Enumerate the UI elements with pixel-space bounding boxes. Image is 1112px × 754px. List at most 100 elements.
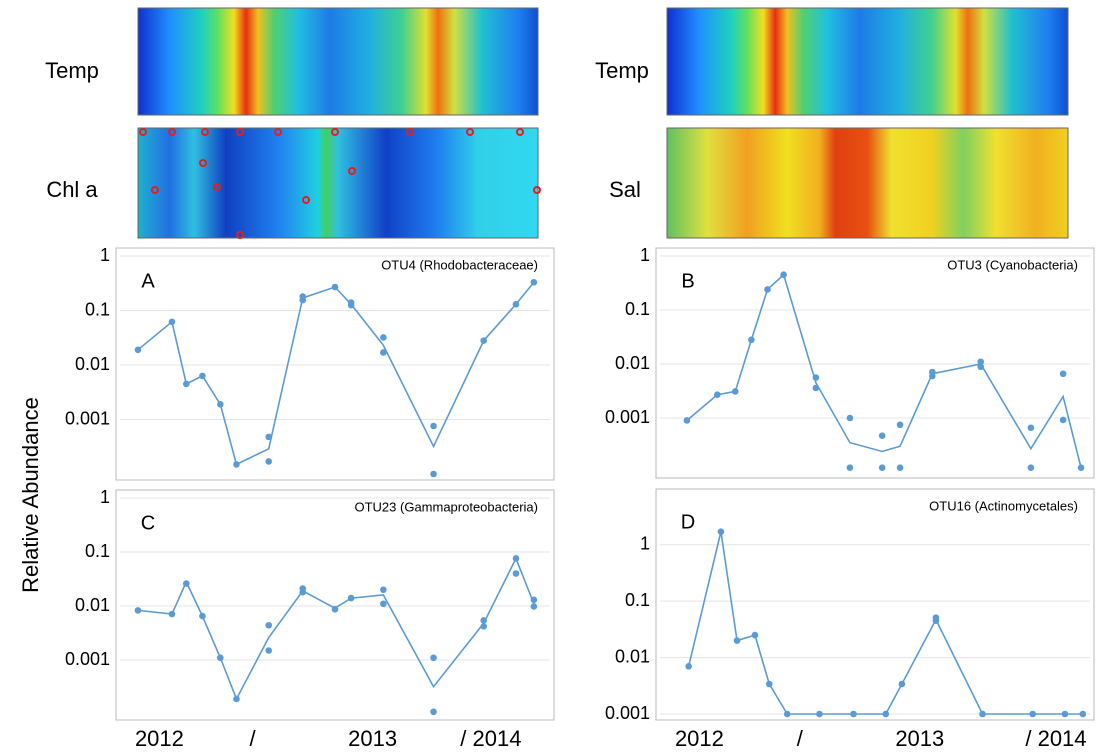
heatmap-label: Temp xyxy=(45,58,99,83)
data-point xyxy=(233,695,240,703)
panel-title: OTU4 (Rhodobacteraceae) xyxy=(381,257,538,272)
data-point xyxy=(780,271,787,279)
data-point xyxy=(265,433,273,441)
y-tick-label: 0.001 xyxy=(605,407,650,427)
data-point xyxy=(168,318,176,326)
data-point xyxy=(683,417,691,424)
data-point xyxy=(530,278,538,286)
data-point xyxy=(765,680,773,688)
data-point xyxy=(850,710,857,718)
y-tick-label: 0.01 xyxy=(615,646,650,666)
data-line xyxy=(137,281,535,466)
data-point xyxy=(1061,710,1069,718)
data-point xyxy=(816,710,823,718)
panel-letter: B xyxy=(681,270,694,292)
plot-frame xyxy=(655,488,1095,721)
x-tick-label: 2013 xyxy=(348,726,397,751)
data-point xyxy=(299,296,307,304)
data-point xyxy=(764,286,771,293)
panel-title: OTU3 (Cyanobacteria) xyxy=(947,257,1078,272)
data-point xyxy=(530,596,538,604)
x-tick-label: 2012 xyxy=(675,726,724,751)
data-point xyxy=(1059,370,1067,378)
data-line xyxy=(137,556,535,701)
data-line xyxy=(687,531,1083,715)
data-point xyxy=(347,594,355,602)
panel-letter: C xyxy=(141,512,155,534)
data-point xyxy=(134,607,142,614)
heatmap xyxy=(137,7,539,116)
data-point xyxy=(896,421,904,429)
data-point xyxy=(846,464,854,472)
sample-markers xyxy=(139,128,541,239)
y-tick-label: 0.001 xyxy=(65,408,110,428)
data-point xyxy=(812,374,820,381)
y-tick-label: 0.01 xyxy=(75,595,110,615)
data-point xyxy=(134,346,142,354)
y-tick-label: 0.01 xyxy=(615,353,650,373)
data-point xyxy=(512,300,520,308)
data-point xyxy=(512,555,520,562)
data-point xyxy=(265,647,273,654)
heatmap xyxy=(137,127,539,239)
x-tick-label: / 2014 xyxy=(1025,726,1086,751)
panel-title: OTU23 (Gammaproteobacteria) xyxy=(354,499,538,514)
heatmap xyxy=(666,127,1069,239)
data-point xyxy=(898,680,906,688)
data-point xyxy=(846,414,854,422)
data-point xyxy=(430,708,437,716)
data-point xyxy=(430,654,437,662)
data-point xyxy=(530,603,538,610)
x-tick-label: 2012 xyxy=(135,726,184,751)
data-point xyxy=(347,301,355,309)
data-point xyxy=(1027,424,1035,432)
data-point xyxy=(1029,710,1036,718)
y-tick-label: 0.1 xyxy=(85,299,110,319)
data-point xyxy=(480,623,488,630)
data-point xyxy=(1077,464,1085,472)
data-point xyxy=(430,422,437,430)
panel-letter: D xyxy=(681,511,695,533)
plot-frame xyxy=(115,247,555,481)
x-tick-label: / xyxy=(250,726,257,751)
data-point xyxy=(717,528,725,535)
y-tick-label: 0.1 xyxy=(625,590,650,610)
data-point xyxy=(182,580,190,587)
y-axis-label: Relative Abundance xyxy=(18,397,43,593)
y-tick-label: 0.1 xyxy=(625,299,650,319)
data-point xyxy=(783,710,791,718)
data-point xyxy=(929,372,936,380)
y-tick-label: 0.001 xyxy=(65,649,110,669)
y-tick-label: 0.01 xyxy=(75,354,110,374)
plot-frame xyxy=(655,247,1095,479)
data-point xyxy=(480,337,488,344)
data-point xyxy=(233,461,240,468)
data-point xyxy=(168,610,176,618)
data-point xyxy=(685,663,692,670)
data-point xyxy=(1059,416,1067,424)
data-point xyxy=(217,654,224,662)
data-point xyxy=(812,384,820,392)
x-tick-label: / xyxy=(797,726,804,751)
x-tick-label: 2013 xyxy=(895,726,944,751)
data-point xyxy=(265,458,273,465)
data-point xyxy=(331,283,339,291)
data-point xyxy=(480,617,488,624)
data-point xyxy=(299,588,307,596)
x-tick-label: / 2014 xyxy=(460,726,521,751)
data-line xyxy=(686,273,1082,468)
data-point xyxy=(733,637,741,644)
panel-letter: A xyxy=(141,270,155,292)
data-point xyxy=(331,605,339,613)
data-point xyxy=(714,391,721,399)
data-point xyxy=(430,470,437,478)
data-point xyxy=(1027,464,1035,472)
y-tick-label: 0.001 xyxy=(605,703,650,723)
data-point xyxy=(199,612,206,620)
data-point xyxy=(977,358,985,366)
heatmap-label: Temp xyxy=(595,58,649,83)
plot-frame xyxy=(115,489,555,721)
y-tick-label: 1 xyxy=(640,245,650,265)
data-point xyxy=(380,586,387,594)
